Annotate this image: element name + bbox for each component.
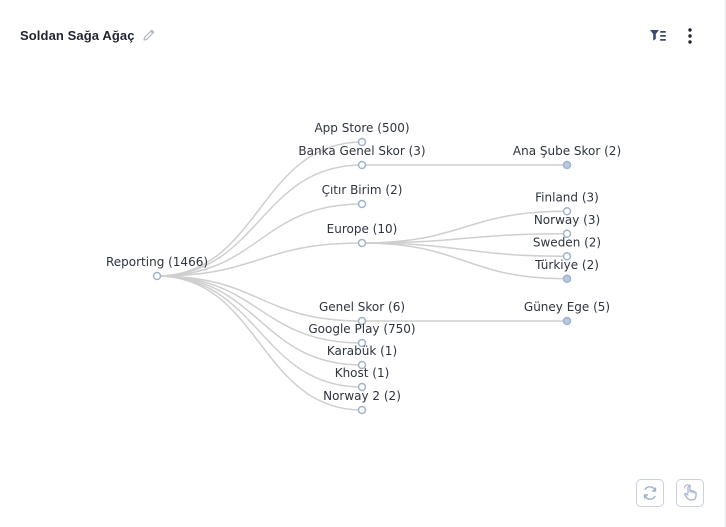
tree-node-label: Reporting (1466) bbox=[106, 255, 208, 269]
tree-link-norway bbox=[361, 233, 568, 244]
tree-node-circle[interactable] bbox=[562, 252, 572, 261]
tree-link-turkiye bbox=[361, 242, 568, 280]
tree-node-label: App Store (500) bbox=[314, 121, 409, 135]
tree-node-label: Türkiye (2) bbox=[534, 258, 599, 272]
tree-node-circle[interactable] bbox=[357, 137, 367, 147]
widget-header: Soldan Sağa Ağaç bbox=[0, 0, 726, 60]
pencil-icon[interactable] bbox=[141, 27, 157, 43]
tree-node-genel-skor[interactable]: Genel Skor (6) bbox=[319, 300, 405, 326]
tree-node-circle[interactable] bbox=[357, 160, 367, 170]
tree-node-label: Ana Şube Skor (2) bbox=[513, 144, 621, 158]
tree-link-banka-genel-skor bbox=[156, 164, 363, 277]
tree-link-norway-2 bbox=[156, 275, 363, 411]
tree-node-sweden[interactable]: Sweden (2) bbox=[533, 235, 601, 261]
tree-node-circle[interactable] bbox=[357, 382, 367, 392]
widget-title: Soldan Sağa Ağaç bbox=[20, 28, 135, 43]
tree-link-finland bbox=[361, 210, 568, 244]
tree-node-label: Google Play (750) bbox=[308, 322, 415, 336]
tree-node-khost[interactable]: Khost (1) bbox=[335, 366, 390, 392]
tree-link-karabuk bbox=[156, 275, 363, 366]
tree-node-turkiye[interactable]: Türkiye (2) bbox=[534, 258, 599, 283]
filter-list-icon[interactable] bbox=[648, 26, 668, 46]
tree-node-circle[interactable] bbox=[562, 160, 572, 170]
tree-node-circle[interactable] bbox=[357, 405, 367, 415]
tree-node-label: Norway 2 (2) bbox=[323, 389, 401, 403]
tree-node-label: Europe (10) bbox=[327, 222, 398, 236]
tree-node-label: Finland (3) bbox=[535, 190, 599, 204]
tree-node-google-play[interactable]: Google Play (750) bbox=[308, 322, 416, 348]
tree-node-guney-ege[interactable]: Güney Ege (5) bbox=[524, 300, 610, 326]
tree-node-label: Norway (3) bbox=[534, 213, 600, 227]
tree-node-norway-2[interactable]: Norway 2 (2) bbox=[323, 389, 401, 415]
tree-node-circle[interactable] bbox=[562, 274, 572, 283]
tree-node-circle[interactable] bbox=[357, 316, 367, 326]
tree-links bbox=[156, 141, 568, 411]
tree-node-label: Sweden (2) bbox=[533, 235, 601, 249]
hand-pointer-icon bbox=[684, 484, 697, 501]
tree-link-sweden bbox=[361, 242, 568, 257]
tree-node-norway[interactable]: Norway (3) bbox=[534, 213, 600, 238]
tree-node-europe[interactable]: Europe (10) bbox=[327, 222, 398, 248]
tree-node-circle[interactable] bbox=[357, 360, 367, 370]
tree-node-circle[interactable] bbox=[562, 229, 572, 238]
tree-node-label: Karabük (1) bbox=[327, 344, 397, 358]
tree-link-europe bbox=[156, 242, 363, 277]
tree-node-circle[interactable] bbox=[357, 338, 367, 348]
tree-link-khost bbox=[156, 275, 363, 388]
tree-link-google-play bbox=[156, 275, 363, 344]
tree-node-circle[interactable] bbox=[357, 238, 367, 248]
tree-node-label: Banka Genel Skor (3) bbox=[298, 144, 425, 158]
refresh-icon bbox=[643, 486, 657, 500]
tree-node-karabuk[interactable]: Karabük (1) bbox=[327, 344, 397, 370]
tree-node-finland[interactable]: Finland (3) bbox=[535, 190, 599, 216]
tree-node-label: Khost (1) bbox=[335, 366, 390, 380]
tree-link-app-store bbox=[156, 141, 363, 277]
tree-node-banka-genel-skor[interactable]: Banka Genel Skor (3) bbox=[298, 144, 426, 170]
tree-node-circle[interactable] bbox=[357, 199, 367, 209]
tree-node-app-store[interactable]: App Store (500) bbox=[314, 121, 410, 147]
tree-link-c-t-r-birim bbox=[156, 203, 363, 277]
tree-node-circle[interactable] bbox=[152, 271, 162, 281]
pan-mode-button[interactable] bbox=[676, 479, 704, 507]
tree-node-ana-sube-skor[interactable]: Ana Şube Skor (2) bbox=[513, 144, 621, 170]
tree-node-circle[interactable] bbox=[562, 316, 572, 326]
tree-nodes: Reporting (1466) App Store (500) Banka Gen… bbox=[106, 121, 621, 415]
more-vertical-icon[interactable] bbox=[680, 26, 700, 46]
tree-node-c-t-r-birim[interactable]: Çıtır Birim (2) bbox=[322, 183, 403, 209]
tree-node-label: Güney Ege (5) bbox=[524, 300, 610, 314]
tree-node-reporting[interactable]: Reporting (1466) bbox=[106, 255, 208, 281]
tree-node-label: Genel Skor (6) bbox=[319, 300, 405, 314]
tree-link-genel-skor bbox=[156, 275, 363, 322]
tree-node-circle[interactable] bbox=[562, 207, 572, 216]
tree-node-label: Çıtır Birim (2) bbox=[322, 183, 403, 197]
refresh-button[interactable] bbox=[636, 479, 664, 507]
